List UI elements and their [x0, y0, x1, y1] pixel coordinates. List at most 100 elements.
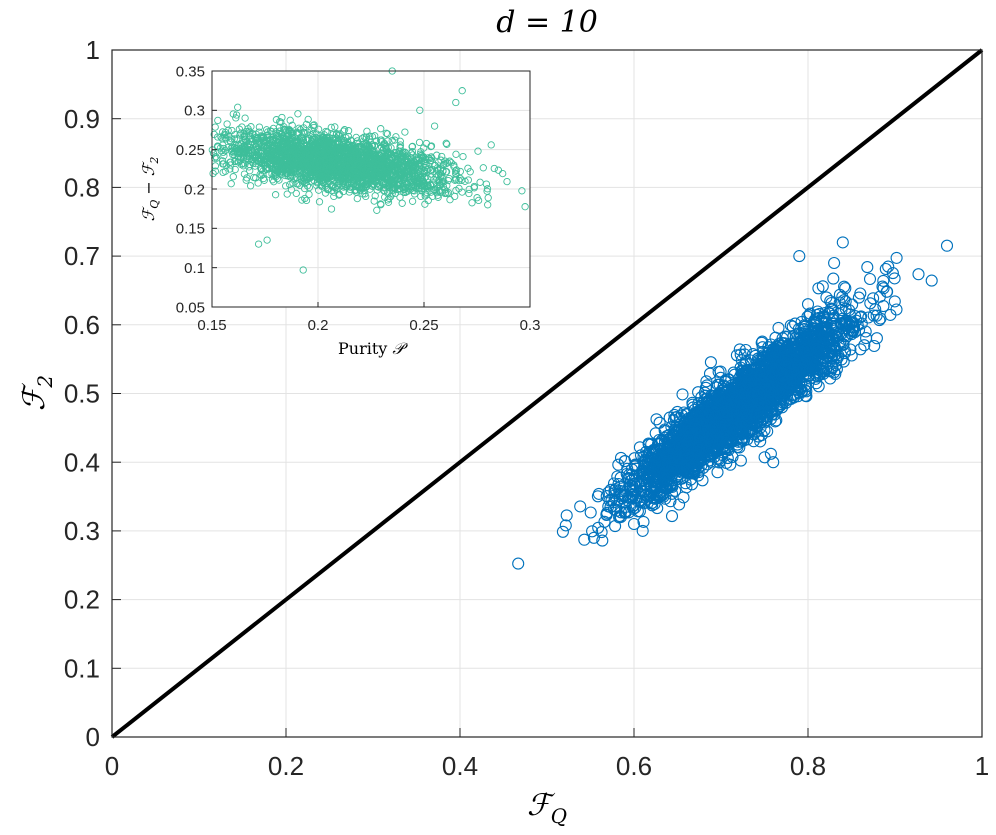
data-point: [271, 191, 280, 199]
data-point: [228, 126, 236, 135]
identity-line: [110, 48, 984, 739]
data-point: [799, 356, 813, 369]
y-tick-label: 0.5: [64, 379, 100, 409]
data-point: [770, 414, 783, 427]
data-point: [676, 388, 689, 401]
data-point: [777, 389, 790, 402]
data-point: [829, 367, 842, 381]
data-point: [428, 192, 437, 201]
data-point: [689, 422, 702, 435]
data-point: [693, 437, 706, 450]
main-plot: 0 0.2 0.4 0.6 0.8 100.10.20.30.40.50.60.70.80…: [17, 5, 989, 828]
data-point: [621, 462, 634, 475]
data-point: [718, 392, 731, 405]
data-point: [778, 344, 791, 357]
data-point: [584, 506, 597, 519]
data-point: [578, 533, 591, 546]
data-point: [302, 196, 311, 205]
data-point: [693, 433, 706, 446]
data-point: [658, 441, 671, 454]
data-point: [712, 365, 725, 378]
data-point: [831, 325, 844, 339]
data-point: [643, 469, 656, 482]
data-point: [817, 311, 830, 324]
data-point: [468, 199, 476, 207]
data-point: [392, 133, 400, 141]
data-point: [332, 131, 340, 139]
data-point: [587, 531, 600, 544]
data-point: [799, 389, 812, 402]
data-point: [828, 340, 841, 353]
data-point: [703, 367, 717, 380]
data-point: [824, 295, 837, 308]
data-point: [677, 491, 690, 504]
data-point: [806, 329, 819, 342]
data-point: [877, 300, 890, 313]
data-point: [455, 184, 463, 193]
data-point: [785, 351, 798, 364]
data-point: [744, 354, 757, 367]
data-point: [752, 354, 766, 367]
data-point: [474, 147, 482, 155]
data-point: [789, 332, 802, 345]
data-point: [734, 454, 747, 467]
data-point: [487, 141, 495, 149]
data-point: [595, 526, 608, 539]
data-point: [269, 161, 277, 170]
data-point: [628, 470, 642, 483]
data-point: [880, 285, 893, 298]
data-point: [636, 524, 649, 537]
data-point: [283, 190, 291, 198]
data-point: [828, 256, 841, 270]
data-point: [629, 458, 642, 471]
data-point: [370, 197, 378, 205]
data-point: [377, 125, 385, 133]
data-point: [912, 268, 925, 281]
chart-title: d = 10: [496, 5, 598, 40]
data-point: [739, 343, 752, 357]
data-point: [744, 375, 757, 388]
data-point: [433, 151, 441, 159]
data-point: [574, 500, 587, 513]
data-point: [816, 321, 829, 334]
data-point: [315, 198, 324, 206]
data-point: [229, 173, 237, 181]
data-point: [438, 152, 446, 161]
data-point: [638, 460, 651, 473]
data-point: [830, 363, 843, 376]
data-point: [761, 380, 774, 393]
data-point: [241, 144, 250, 152]
data-point: [629, 501, 642, 514]
data-point: [800, 385, 813, 398]
data-point: [666, 464, 679, 477]
data-point: [796, 356, 809, 369]
data-point: [755, 367, 769, 380]
y-tick-label: 1: [86, 35, 100, 65]
data-point: [882, 260, 895, 273]
data-point: [388, 136, 396, 145]
data-point: [671, 405, 684, 418]
y-tick-label: 0.4: [64, 447, 100, 477]
data-point: [656, 489, 669, 502]
data-point: [730, 409, 743, 422]
y-tick-label: 0.8: [64, 173, 100, 203]
data-point: [294, 110, 302, 118]
data-point: [618, 506, 631, 519]
data-point: [247, 123, 255, 131]
data-point: [720, 436, 733, 449]
data-point: [401, 128, 409, 136]
data-point: [271, 171, 280, 179]
data-point: [786, 320, 799, 333]
data-point: [802, 328, 815, 341]
data-point: [884, 308, 897, 321]
data-point: [826, 303, 839, 316]
data-point: [925, 274, 938, 287]
data-point: [295, 124, 303, 132]
data-point: [465, 189, 473, 198]
data-point: [776, 386, 789, 399]
data-point: [556, 525, 569, 538]
data-point: [418, 187, 426, 195]
data-point: [214, 116, 222, 125]
data-point: [614, 451, 628, 464]
